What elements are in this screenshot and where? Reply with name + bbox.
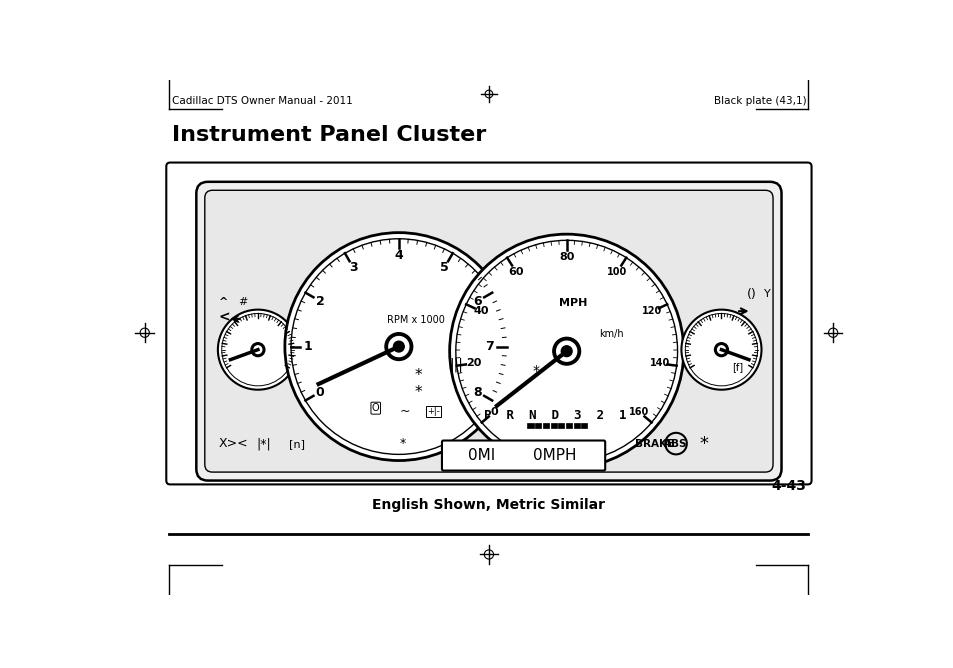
Bar	[535, 423, 540, 428]
Text: MPH: MPH	[558, 299, 586, 309]
Text: 80: 80	[558, 253, 574, 263]
Text: 160: 160	[628, 407, 648, 417]
Circle shape	[217, 310, 297, 389]
Text: Y: Y	[762, 289, 769, 299]
Bar	[558, 423, 564, 428]
Text: Instrument Panel Cluster: Instrument Panel Cluster	[172, 125, 485, 145]
Text: *: *	[415, 385, 422, 400]
Text: ABS: ABS	[663, 439, 687, 449]
Circle shape	[385, 333, 413, 361]
Text: Cadillac DTS Owner Manual - 2011: Cadillac DTS Owner Manual - 2011	[172, 96, 352, 106]
Bar	[527, 423, 533, 428]
Text: 20: 20	[465, 359, 480, 369]
Text: 4-43: 4-43	[770, 479, 805, 493]
Text: ^: ^	[219, 297, 229, 307]
Text: [f]: [f]	[731, 362, 742, 372]
Circle shape	[557, 341, 577, 361]
Text: *: *	[699, 435, 707, 453]
Text: (): ()	[746, 288, 756, 301]
Text: 140: 140	[649, 359, 669, 369]
Text: O: O	[372, 403, 379, 413]
Circle shape	[253, 346, 261, 353]
Bar	[565, 423, 572, 428]
Text: 0: 0	[315, 385, 324, 399]
Text: km/h: km/h	[598, 329, 623, 339]
Text: 5: 5	[439, 261, 448, 275]
Text: 0MPH: 0MPH	[533, 448, 577, 464]
Circle shape	[449, 234, 683, 468]
Text: 1: 1	[303, 340, 312, 353]
Text: 100: 100	[606, 267, 627, 277]
Text: RPM x 1000: RPM x 1000	[386, 315, 444, 325]
Bar	[550, 423, 557, 428]
Text: 7: 7	[485, 340, 494, 353]
Text: X><: X><	[218, 437, 248, 450]
Text: |||: |||	[449, 358, 463, 372]
FancyBboxPatch shape	[196, 182, 781, 480]
Text: [n]: [n]	[289, 439, 305, 449]
Text: 0: 0	[491, 407, 498, 417]
Text: English Shown, Metric Similar: English Shown, Metric Similar	[372, 498, 605, 512]
Circle shape	[714, 343, 728, 357]
Bar	[580, 423, 587, 428]
Text: *: *	[532, 364, 538, 378]
Text: *: *	[399, 437, 405, 450]
Text: 60: 60	[508, 267, 523, 277]
Text: BRAKE: BRAKE	[635, 439, 674, 449]
Circle shape	[717, 346, 724, 353]
Text: 6: 6	[473, 295, 481, 308]
Text: 2: 2	[315, 295, 324, 308]
Circle shape	[285, 232, 513, 460]
FancyBboxPatch shape	[441, 440, 604, 470]
Text: 40: 40	[474, 307, 489, 317]
Text: |*|: |*|	[256, 437, 272, 450]
Text: ~: ~	[399, 405, 410, 418]
Text: +|-: +|-	[427, 407, 439, 415]
Circle shape	[560, 346, 572, 357]
Text: Black plate (43,1): Black plate (43,1)	[713, 96, 805, 106]
Bar	[573, 423, 579, 428]
Circle shape	[680, 310, 760, 389]
Text: 3: 3	[349, 261, 357, 275]
Bar	[542, 423, 548, 428]
Circle shape	[552, 337, 580, 365]
Text: <: <	[218, 311, 230, 325]
Text: *: *	[415, 367, 422, 383]
Text: #: #	[238, 297, 248, 307]
Text: P  R  N  D  3  2  1: P R N D 3 2 1	[483, 409, 626, 422]
FancyBboxPatch shape	[205, 190, 772, 472]
Circle shape	[251, 343, 265, 357]
Circle shape	[389, 337, 409, 357]
Text: 8: 8	[473, 385, 481, 399]
FancyBboxPatch shape	[166, 162, 811, 484]
Text: 0MI: 0MI	[468, 448, 496, 464]
Text: 4: 4	[394, 249, 403, 263]
Text: 120: 120	[641, 307, 661, 317]
Circle shape	[393, 341, 404, 352]
